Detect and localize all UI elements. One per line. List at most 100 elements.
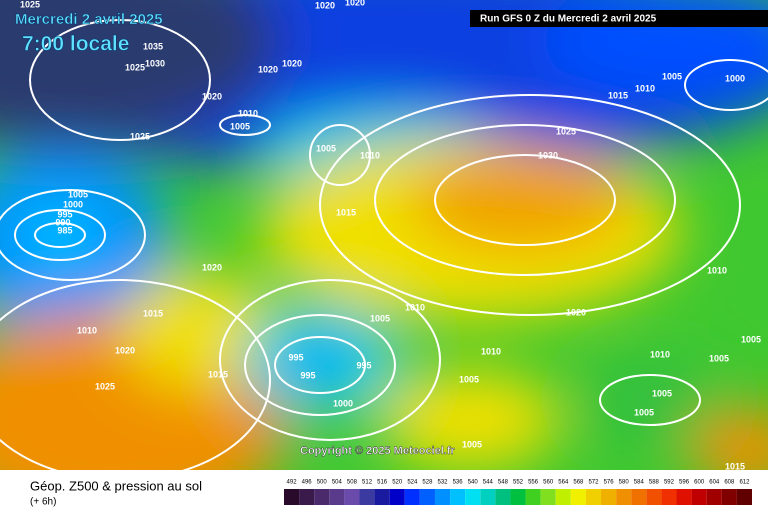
isobar-label: 1015	[208, 369, 228, 379]
color-swatch	[359, 489, 375, 505]
scale-label: 492	[287, 480, 298, 486]
isobar-label: 1025	[130, 131, 150, 141]
color-swatch	[585, 489, 602, 505]
scale-label: 568	[573, 480, 584, 486]
scale-label: 596	[679, 480, 690, 486]
run-info: Run GFS 0 Z du Mercredi 2 avril 2025	[480, 14, 657, 25]
color-swatch	[676, 489, 692, 505]
isobar-label: 1005	[68, 189, 88, 199]
color-swatch	[450, 489, 466, 505]
scale-label: 552	[513, 480, 524, 486]
isobar-label: 1015	[608, 90, 628, 100]
scale-label: 576	[604, 480, 615, 486]
color-swatch	[601, 489, 617, 505]
isobar-label: 1000	[333, 398, 353, 408]
color-swatch	[299, 489, 315, 505]
color-swatch	[284, 489, 300, 505]
isobar-label: 1025	[556, 126, 576, 136]
isobar-label: 1020	[282, 58, 302, 68]
color-swatch	[434, 489, 451, 505]
isobar-label: 995	[356, 360, 371, 370]
scale-label: 592	[664, 480, 675, 486]
isobar-label: 1005	[462, 439, 482, 449]
isobar-label: 1020	[566, 307, 586, 317]
scale-label: 516	[377, 480, 388, 486]
scale-label: 512	[362, 480, 373, 486]
scale-label: 548	[498, 480, 509, 486]
scale-label: 528	[422, 480, 433, 486]
isobar-label: 1005	[370, 313, 390, 323]
lead-time: (+ 6h)	[30, 497, 56, 508]
color-swatch	[495, 489, 511, 505]
color-swatch	[404, 489, 420, 505]
isobar-label: 1035	[143, 41, 163, 51]
isobar-label: 1025	[95, 381, 115, 391]
scale-label: 544	[483, 480, 494, 486]
isobar-label: 1020	[345, 0, 365, 7]
isobar-label: 1010	[77, 325, 97, 335]
isobar-label: 1010	[360, 150, 380, 160]
isobar-label: 995	[288, 352, 303, 362]
color-swatch	[329, 489, 345, 505]
scale-label: 508	[347, 480, 358, 486]
color-swatch	[706, 489, 722, 505]
scale-label: 560	[543, 480, 554, 486]
isobar-label: 1020	[315, 0, 335, 10]
isobar-label: 1010	[405, 302, 425, 312]
scale-label: 612	[739, 480, 750, 486]
scale-label: 604	[709, 480, 720, 486]
color-swatch	[736, 489, 752, 505]
color-swatch	[540, 489, 556, 505]
scale-label: 556	[528, 480, 539, 486]
isobar-label: 1010	[238, 108, 258, 118]
isobar-label: 1020	[202, 91, 222, 101]
scale-label: 500	[317, 480, 328, 486]
isobar-label: 1025	[20, 0, 40, 9]
scale-label: 520	[392, 480, 403, 486]
isobar-label: 1005	[652, 388, 672, 398]
isobar-label: 985	[57, 225, 72, 235]
isobar-label: 1010	[481, 346, 501, 356]
isobar-label: 1010	[707, 265, 727, 275]
isobar-label: 1015	[336, 207, 356, 217]
isobar-label: 1000	[725, 73, 745, 83]
color-swatch	[646, 489, 662, 505]
color-swatch	[691, 489, 707, 505]
isobar-label: 1005	[459, 374, 479, 384]
color-swatch	[465, 489, 481, 505]
isobar-label: 1025	[125, 62, 145, 72]
isobar-label: 1020	[115, 345, 135, 355]
color-swatch	[480, 489, 496, 505]
color-swatch	[314, 489, 330, 505]
color-swatch	[570, 489, 586, 505]
scale-label: 588	[649, 480, 660, 486]
color-swatch	[616, 489, 632, 505]
isobar-label: 1005	[316, 143, 336, 153]
color-swatch	[344, 489, 360, 505]
map-date: Mercredi 2 avril 2025	[15, 11, 163, 28]
isobar-label: 1005	[662, 71, 682, 81]
isobar-label: 1005	[709, 353, 729, 363]
color-swatch	[721, 489, 737, 505]
scale-label: 532	[438, 480, 449, 486]
scale-label: 496	[302, 480, 313, 486]
scale-label: 524	[407, 480, 418, 486]
scale-label: 580	[619, 480, 630, 486]
isobar-label: 1030	[538, 150, 558, 160]
color-swatch	[510, 489, 526, 505]
color-swatch	[419, 489, 435, 505]
isobar-label: 1000	[63, 199, 83, 209]
isobar-label: 990	[55, 217, 70, 227]
isobars	[0, 19, 768, 470]
isobar-label: 995	[300, 370, 315, 380]
copyright: Copyright © 2025 Meteociel.fr	[300, 445, 456, 457]
map-time: 7:00 locale	[22, 33, 129, 56]
isobar-label: 1020	[202, 262, 222, 272]
scale-label: 572	[588, 480, 599, 486]
isobar-label: 1030	[145, 58, 165, 68]
run-box	[470, 10, 768, 27]
legend-title: Géop. Z500 & pression au sol	[30, 478, 202, 493]
